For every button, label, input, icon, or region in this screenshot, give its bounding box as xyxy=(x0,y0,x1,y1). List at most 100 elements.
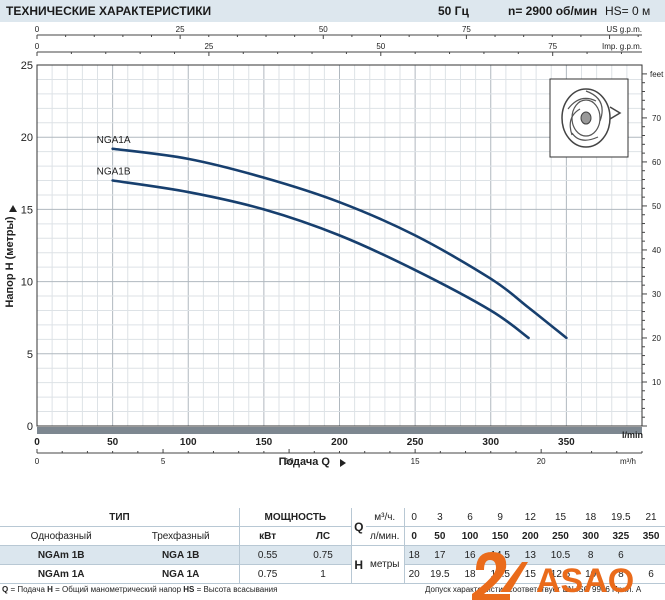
kw-header: кВт xyxy=(238,526,296,546)
head-cell: 6 xyxy=(604,545,638,565)
usgpm-unit-label: US g.p.m. xyxy=(606,25,642,34)
q-lmin-cell: 200 xyxy=(516,526,545,546)
feet-tick-label: 10 xyxy=(652,378,661,387)
head-axis: 0 5 10 15 20 25 xyxy=(21,60,33,433)
q-label: Q xyxy=(350,508,366,546)
footer-hs-def: = Высота всасывания xyxy=(194,585,278,594)
y-tick-label: 15 xyxy=(21,204,33,216)
impgpm-tick-label: 25 xyxy=(204,42,213,51)
q-lmin-cell: 150 xyxy=(483,526,517,546)
suction-height-label: HS= 0 м xyxy=(605,4,651,18)
usgpm-tick-label: 50 xyxy=(319,25,328,34)
q-lmin-cell: 100 xyxy=(456,526,484,546)
hp-header: ЛС xyxy=(295,526,352,546)
spec-table: ТИП МОЩНОСТЬ Q м³/ч. 0 3 6 9 12 15 18 19… xyxy=(0,508,665,584)
x-tick-label: 200 xyxy=(331,437,348,448)
head-cell: 20 xyxy=(403,564,424,584)
curve-nga1a xyxy=(111,147,568,340)
head-cell: 13 xyxy=(516,545,545,565)
impgpm-unit-label: Imp. g.p.m. xyxy=(602,42,642,51)
q-lmin-cell: 325 xyxy=(604,526,638,546)
header-bar: ТЕХНИЧЕСКИЕ ХАРАКТЕРИСТИКИ 50 Гц n= 2900… xyxy=(0,0,665,22)
usgpm-tick-label: 75 xyxy=(462,25,471,34)
m3h-tick-label: 5 xyxy=(161,457,166,466)
impgpm-tick-label: 0 xyxy=(35,42,40,51)
footer-h-key: H xyxy=(47,585,53,594)
usgpm-tick-label: 25 xyxy=(176,25,185,34)
q-m3h-cell: 18 xyxy=(576,508,605,527)
x-tick-label: 50 xyxy=(107,437,119,448)
feet-axis: 10 20 30 40 50 60 70 feet xyxy=(642,70,664,427)
footer-legend: Q = Подача H = Общий манометрический нап… xyxy=(2,585,277,594)
q-m3h-cell: 19.5 xyxy=(604,508,638,527)
m3h-tick-label: 20 xyxy=(537,457,546,466)
footer-h-def: = Общий манометрический напор xyxy=(52,585,184,594)
head-cell: 6 xyxy=(637,564,665,584)
row-kw: 0.75 xyxy=(238,564,296,584)
head-cell: 8 xyxy=(604,564,638,584)
page-title: ТЕХНИЧЕСКИЕ ХАРАКТЕРИСТИКИ xyxy=(6,4,212,18)
impeller-icon xyxy=(549,78,629,158)
q-m3h-cell: 6 xyxy=(456,508,484,527)
q-lmin-cell: 50 xyxy=(423,526,457,546)
y-tick-label: 20 xyxy=(21,132,33,144)
x-axis-band xyxy=(37,427,642,434)
usgpm-tick-label: 0 xyxy=(35,25,40,34)
x-tick-label: 250 xyxy=(407,437,424,448)
head-cell: 16 xyxy=(456,545,484,565)
head-cell: 17 xyxy=(423,545,457,565)
head-cell: 18 xyxy=(403,545,424,565)
feet-tick-label: 40 xyxy=(652,246,661,255)
q-m3h-cell: 12 xyxy=(516,508,545,527)
x-axis-arrow-icon xyxy=(340,459,346,467)
h-unit: метры xyxy=(365,545,405,584)
feet-tick-label: 30 xyxy=(652,290,661,299)
m3h-axis: 0 5 10 15 20 m³/h xyxy=(35,449,643,466)
x-tick-label: 150 xyxy=(256,437,273,448)
impgpm-tick-label: 50 xyxy=(376,42,385,51)
impgpm-tick-label: 75 xyxy=(548,42,557,51)
y-tick-label: 5 xyxy=(27,349,33,361)
feet-unit-label: feet xyxy=(650,70,664,79)
q-m3h-cell: 0 xyxy=(403,508,424,527)
top-axes: 0 25 50 75 0 25 50 75 US g.p.m. Imp. g.p.m. xyxy=(35,25,642,56)
q-lmin-cell: 350 xyxy=(637,526,665,546)
x-axis-label: Подача Q xyxy=(279,456,331,468)
q-lmin-cell: 0 xyxy=(403,526,424,546)
x-tick-label: 300 xyxy=(482,437,499,448)
h-label: H xyxy=(350,545,366,584)
head-cell xyxy=(637,545,665,565)
asao-logo: ASAO xyxy=(472,552,634,600)
plot-frame xyxy=(36,64,643,427)
row-single-model: NGAm 1B xyxy=(0,545,123,565)
x-tick-label: 350 xyxy=(558,437,575,448)
power-header: МОЩНОСТЬ xyxy=(238,508,352,527)
y-tick-label: 0 xyxy=(27,421,33,433)
curve-label: NGA1A xyxy=(97,135,131,146)
x-tick-label: 0 xyxy=(34,437,40,448)
m3h-tick-label: 0 xyxy=(35,457,40,466)
feet-tick-label: 20 xyxy=(652,334,661,343)
q-unit-m3h: м³/ч. xyxy=(365,508,405,527)
single-phase-header: Однофазный xyxy=(0,526,123,546)
flow-axis: 0 50 100 150 200 250 300 350 l/min xyxy=(34,427,643,448)
speed-label: n= 2900 об/мин xyxy=(508,4,598,18)
frequency-label: 50 Гц xyxy=(438,4,469,18)
y-tick-label: 25 xyxy=(21,60,33,72)
row-hp: 0.75 xyxy=(295,545,352,565)
m3h-tick-label: 15 xyxy=(411,457,420,466)
q-lmin-cell: 300 xyxy=(576,526,605,546)
row-three-model: NGA 1A xyxy=(122,564,240,584)
q-m3h-cell: 21 xyxy=(637,508,665,527)
row-kw: 0.55 xyxy=(238,545,296,565)
feet-tick-label: 70 xyxy=(652,114,661,123)
q-unit-lmin: л/мин. xyxy=(365,526,405,546)
q-m3h-cell: 15 xyxy=(544,508,577,527)
footer-q-key: Q xyxy=(2,585,9,594)
m3h-tick-label: 10 xyxy=(285,457,294,466)
m3h-unit-label: m³/h xyxy=(620,457,636,466)
y-tick-label: 10 xyxy=(21,277,33,289)
y-axis-label: Напор H (метры) xyxy=(4,216,16,307)
feet-tick-label: 60 xyxy=(652,158,661,167)
